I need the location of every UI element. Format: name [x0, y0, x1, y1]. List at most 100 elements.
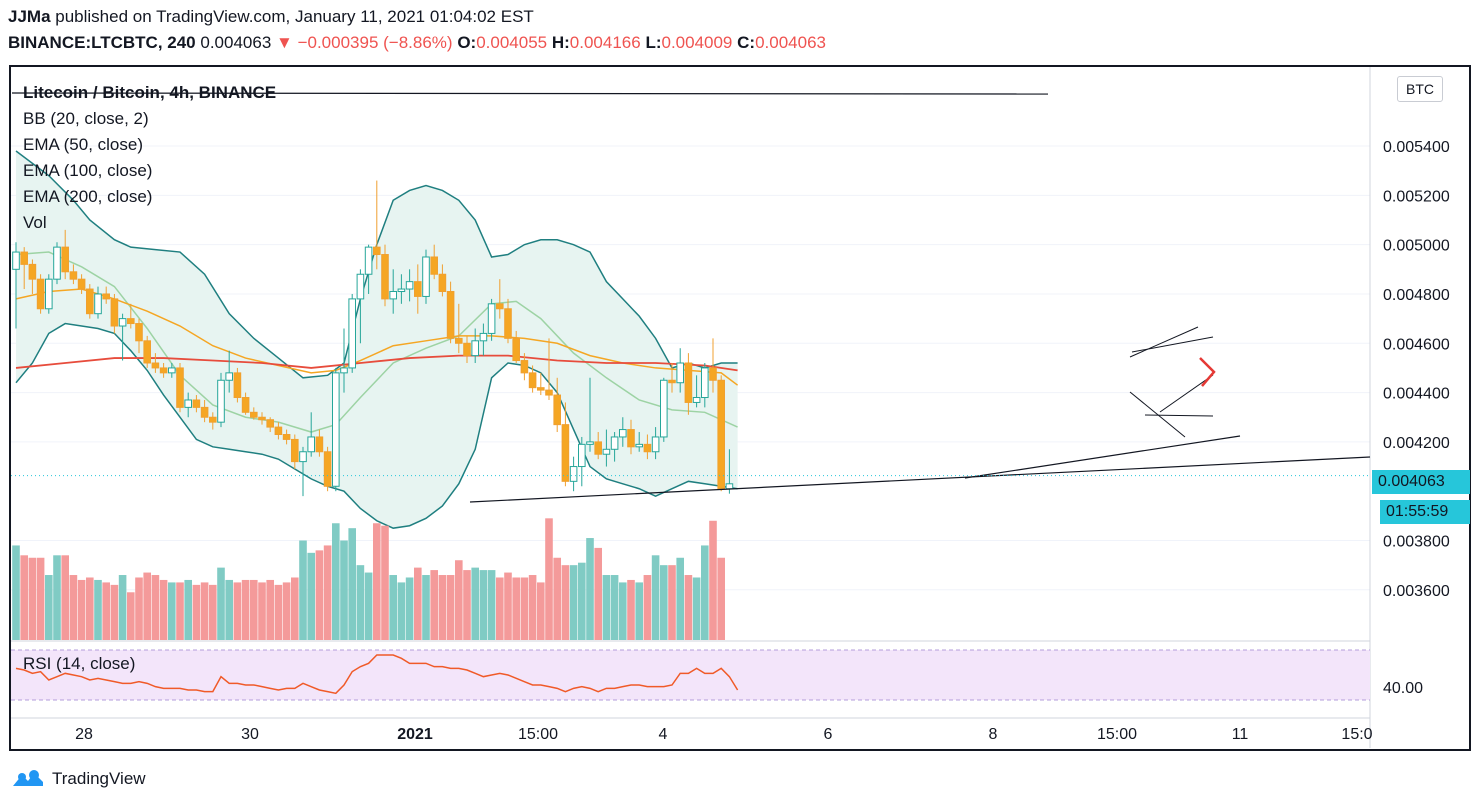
time-tick-label: 28: [75, 726, 93, 743]
volume-bar: [405, 577, 414, 640]
legend-bb[interactable]: BB (20, close, 2): [23, 109, 149, 128]
candle-body: [356, 273, 365, 300]
volume-bar: [545, 518, 553, 640]
volume-bar: [28, 557, 37, 640]
candle-body: [725, 483, 734, 490]
volume-bar: [414, 567, 422, 640]
candle-body: [307, 436, 315, 453]
candle-body: [446, 291, 455, 339]
candle-body: [118, 318, 127, 327]
time-tick-label: 6: [824, 726, 833, 743]
rsi-legend[interactable]: RSI (14, close): [23, 654, 136, 673]
volume-bar: [397, 582, 406, 640]
trend-line: [964, 435, 1241, 479]
candle-body: [315, 436, 324, 453]
volume-bar: [463, 570, 471, 640]
candle-body: [684, 362, 693, 403]
candle-body: [184, 399, 192, 408]
candle-body: [701, 367, 709, 399]
volume-bar: [36, 557, 45, 640]
candle-body: [471, 340, 479, 357]
bb-fill: [16, 150, 738, 529]
volume-bar: [299, 540, 307, 640]
candle-body: [610, 436, 619, 450]
price-tick-label: 0.003600: [1383, 583, 1450, 600]
volume-bar: [274, 584, 283, 640]
time-tick-label: 15:00: [518, 726, 558, 743]
trend-line: [1129, 326, 1199, 358]
currency-button[interactable]: BTC: [1397, 76, 1443, 102]
bb-upper-line: [15, 150, 738, 379]
candle-body: [209, 416, 217, 423]
candle-body: [643, 443, 652, 453]
candle-body: [102, 293, 111, 300]
chart-frame[interactable]: [9, 65, 1471, 751]
close-label: C:: [737, 33, 756, 52]
candle-body: [12, 251, 20, 270]
volume-bar: [307, 552, 315, 640]
time-tick-label: 11: [1232, 726, 1249, 743]
ema50-line: [15, 251, 738, 433]
candle-body: [233, 372, 242, 399]
publish-text: published on TradingView.com, January 11…: [55, 7, 534, 26]
legend-ema200[interactable]: EMA (200, close): [23, 187, 153, 206]
candle-body: [438, 273, 447, 293]
trend-line: [1129, 391, 1186, 438]
candle-body: [528, 372, 537, 389]
close-value: 0.004063: [755, 33, 826, 52]
price-tick-label: 0.004400: [1383, 386, 1450, 403]
candle-body: [578, 443, 586, 468]
candle-body: [69, 271, 78, 280]
price-tick-label: 0.004600: [1383, 336, 1450, 353]
volume-bar: [241, 579, 250, 640]
last-price-tag: 0.004063: [1372, 470, 1470, 494]
price-tick-label: 0.003800: [1383, 534, 1450, 551]
candle-body: [405, 281, 414, 290]
volume-bar: [233, 582, 242, 640]
volume-bar: [717, 557, 725, 640]
volume-bar: [479, 570, 488, 640]
candle-body: [676, 362, 685, 384]
candle-body: [250, 411, 258, 418]
legend-ema100[interactable]: EMA (100, close): [23, 161, 153, 180]
candle-body: [512, 337, 521, 362]
price-change: ▼ −0.000395 (−8.86%): [276, 33, 453, 52]
author: JJMa: [8, 7, 51, 26]
volume-bar: [250, 579, 258, 640]
volume-bar: [323, 545, 332, 640]
volume-bar: [102, 582, 110, 640]
rsi-tick-label: 40.00: [1383, 680, 1423, 697]
candle-body: [635, 443, 644, 448]
rsi-line: [15, 654, 739, 695]
symbol: BINANCE:LTCBTC, 240: [8, 33, 196, 52]
candle-body: [266, 419, 274, 428]
volume-bar: [569, 565, 578, 640]
volume-bar: [94, 579, 102, 640]
legend-ema50[interactable]: EMA (50, close): [23, 135, 143, 154]
price-tick-label: 0.005000: [1383, 238, 1450, 255]
volume-bar: [627, 579, 635, 640]
volume-bar: [151, 575, 160, 640]
volume-bar: [282, 582, 291, 640]
chart-legend: Litecoin / Bitcoin, 4h, BINANCE BB (20, …: [23, 80, 276, 236]
volume-bar: [135, 577, 143, 640]
candle-body: [200, 406, 209, 418]
volume-bar: [537, 582, 545, 640]
volume-bar: [200, 582, 209, 640]
volume-bar: [86, 577, 94, 640]
volume-bar: [471, 567, 479, 640]
volume-bar: [20, 555, 28, 640]
candle-body: [241, 397, 250, 413]
volume-bar: [225, 579, 233, 640]
candle-body: [422, 256, 430, 297]
candle-body: [561, 424, 570, 482]
volume-bar: [619, 582, 627, 640]
volume-bar: [61, 555, 69, 640]
brand-name[interactable]: TradingView: [52, 769, 146, 788]
candle-body: [520, 360, 529, 374]
volume-bar: [446, 575, 455, 640]
volume-bar: [12, 545, 20, 640]
legend-vol[interactable]: Vol: [23, 213, 47, 232]
volume-bar: [53, 555, 61, 640]
